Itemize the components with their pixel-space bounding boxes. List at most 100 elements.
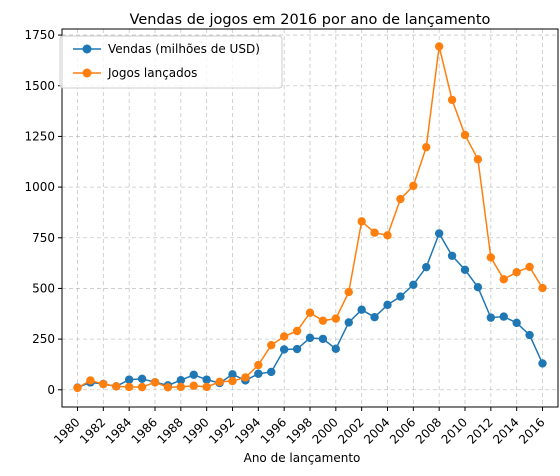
data-point — [525, 262, 534, 272]
data-point — [357, 217, 366, 226]
data-point — [254, 360, 263, 370]
data-point — [409, 181, 418, 191]
data-point — [73, 383, 82, 393]
x-tick-label: 1982 — [77, 415, 108, 446]
data-point — [267, 340, 276, 350]
data-point — [150, 378, 160, 387]
data-point — [228, 370, 237, 379]
data-point — [460, 265, 470, 274]
data-point — [189, 370, 198, 379]
data-point — [344, 318, 353, 327]
x-tick-label: 2012 — [464, 415, 495, 446]
data-point — [357, 305, 366, 314]
x-tick-label: 2008 — [413, 415, 444, 446]
data-point — [499, 275, 508, 284]
data-point — [86, 376, 95, 385]
x-tick-label: 2000 — [309, 415, 340, 446]
data-point — [344, 287, 353, 297]
x-tick-label: 2006 — [387, 415, 418, 446]
data-point — [292, 326, 302, 336]
data-point — [538, 359, 547, 368]
x-tick-label: 1990 — [180, 415, 211, 446]
data-point — [189, 381, 198, 390]
chart-title: Vendas de jogos em 2016 por ano de lança… — [130, 12, 491, 28]
data-point — [176, 382, 186, 392]
data-point — [422, 262, 431, 272]
data-point — [228, 376, 237, 386]
data-point — [202, 375, 211, 384]
legend-label-vendas: Vendas (milhões de USD) — [108, 42, 260, 56]
x-tick-label: 2004 — [361, 415, 392, 446]
x-tick-label: 2010 — [439, 415, 470, 446]
data-point — [473, 283, 483, 292]
data-point — [499, 312, 508, 321]
data-point — [318, 334, 328, 344]
x-tick-label: 1992 — [206, 415, 237, 446]
grid — [62, 29, 558, 407]
data-point — [267, 367, 276, 377]
y-tick-label: 1000 — [24, 180, 55, 194]
data-point — [99, 379, 108, 389]
data-point — [305, 333, 315, 343]
legend: Vendas (milhões de USD) Jogos lançados — [59, 35, 283, 89]
data-point — [279, 332, 289, 341]
x-tick-label: 2014 — [490, 415, 521, 446]
data-point — [241, 373, 250, 382]
data-point — [512, 318, 521, 328]
y-tick-label: 250 — [32, 332, 55, 346]
y-tick-label: 750 — [32, 231, 55, 245]
legend-label-jogos: Jogos lançados — [107, 66, 197, 80]
x-axis-label: Ano de lançamento — [244, 451, 361, 465]
data-point — [279, 345, 289, 354]
data-point — [124, 375, 134, 384]
data-point — [538, 283, 547, 293]
data-point — [383, 300, 392, 310]
data-point — [305, 308, 315, 317]
data-point — [137, 382, 147, 392]
legend-marker-vendas — [82, 44, 92, 54]
data-point — [292, 344, 302, 354]
x-axis: 1980198219841986198819901992199419961998… — [51, 407, 548, 447]
x-tick-label: 1980 — [51, 415, 82, 446]
data-point — [254, 369, 263, 378]
data-point — [460, 130, 470, 140]
legend-marker-jogos — [82, 68, 92, 78]
data-point — [486, 253, 496, 262]
data-point — [124, 382, 134, 392]
data-point — [331, 314, 341, 323]
data-point — [396, 292, 405, 301]
data-point — [434, 42, 444, 51]
data-point — [512, 268, 521, 277]
data-point — [447, 95, 457, 105]
x-tick-label: 1994 — [232, 415, 263, 446]
x-tick-label: 2016 — [516, 415, 547, 446]
series-layer — [73, 42, 547, 393]
data-point — [486, 313, 496, 322]
data-point — [137, 374, 147, 384]
series-1 — [73, 42, 547, 393]
y-tick-label: 1250 — [24, 129, 55, 143]
data-point — [434, 229, 444, 238]
data-point — [473, 155, 483, 164]
x-tick-label: 1986 — [129, 415, 160, 446]
data-point — [396, 194, 405, 204]
data-point — [370, 313, 379, 322]
x-tick-label: 2002 — [335, 415, 366, 446]
data-point — [383, 231, 392, 240]
x-tick-label: 1988 — [154, 415, 185, 446]
data-point — [176, 376, 186, 385]
data-point — [331, 344, 341, 354]
data-point — [447, 251, 457, 260]
x-tick-label: 1984 — [103, 415, 134, 446]
data-point — [409, 280, 418, 289]
x-tick-label: 1996 — [258, 415, 289, 446]
y-axis: 0 250 500 750 1000 1250 1500 1750 — [24, 28, 62, 397]
data-point — [422, 142, 431, 152]
data-point — [318, 316, 328, 325]
data-point — [215, 377, 224, 387]
data-point — [112, 382, 121, 391]
y-tick-label: 500 — [32, 281, 55, 295]
y-tick-label: 1750 — [24, 28, 55, 42]
data-point — [202, 382, 211, 392]
